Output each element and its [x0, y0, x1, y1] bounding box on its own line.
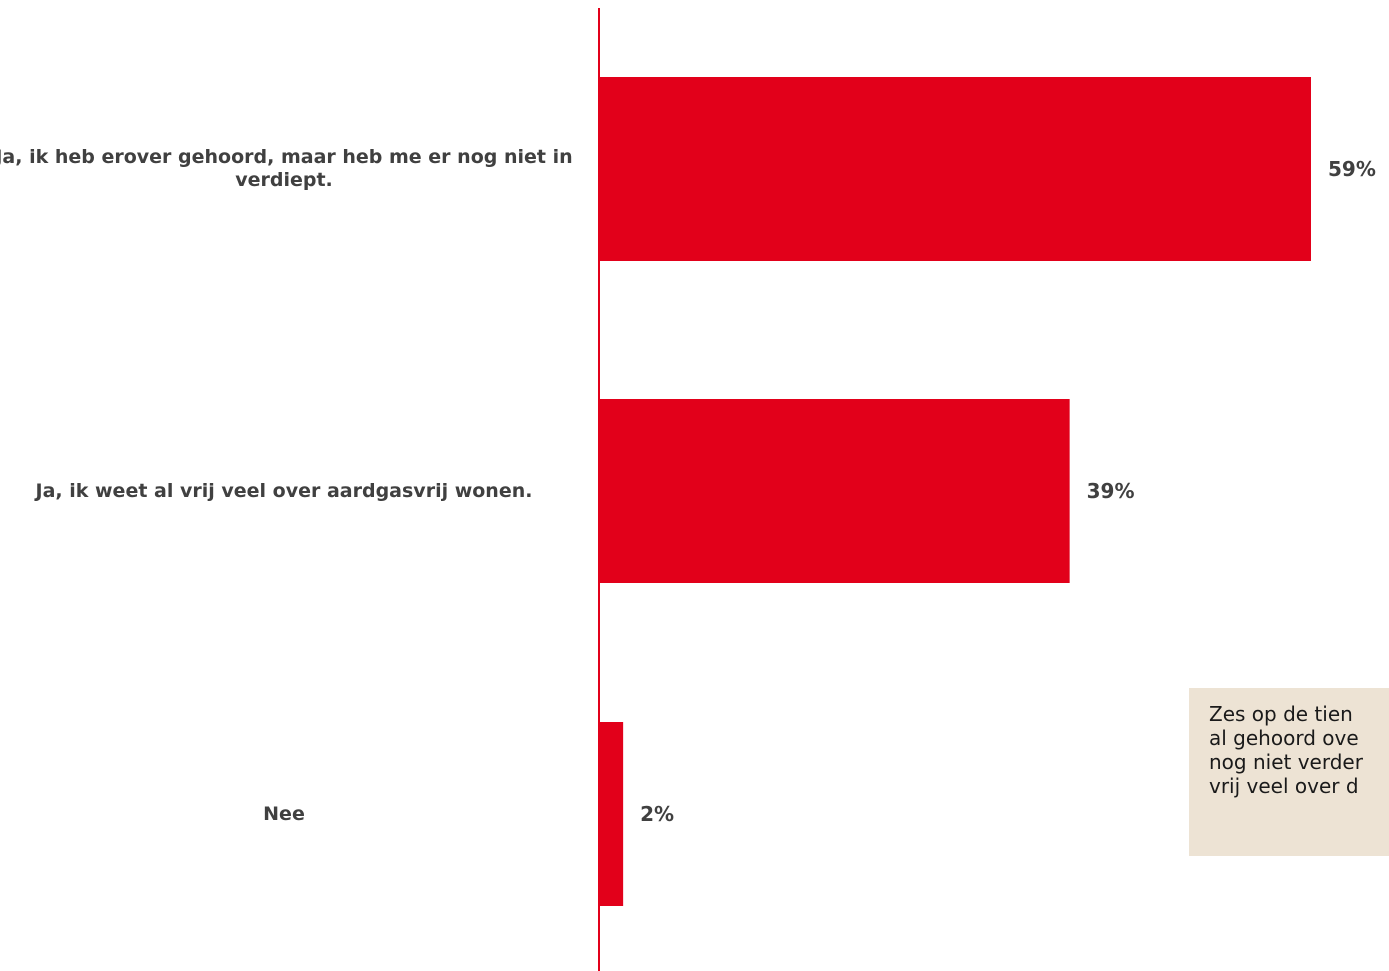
bar-1 [599, 77, 1311, 261]
bar-2 [599, 399, 1070, 583]
value-label-2: 39% [1086, 479, 1135, 503]
note-line-1: Zes op de tien [1209, 702, 1353, 726]
category-label-2: Ja, ik weet al vrij veel over aardgasvri… [35, 479, 533, 502]
bar-3 [599, 722, 624, 906]
note-line-2: al gehoord ove [1209, 726, 1359, 750]
category-label-3: Nee [263, 802, 305, 825]
note-line-3: nog niet verder [1209, 750, 1363, 774]
category-label-1: Ja, ik heb erover gehoord, maar heb me e… [0, 146, 573, 191]
note-box: Zes op de tien al gehoord ove nog niet v… [1189, 688, 1389, 856]
value-label-1: 59% [1328, 157, 1376, 181]
note-line-4: vrij veel over d [1209, 774, 1359, 798]
value-label-3: 2% [640, 802, 675, 826]
